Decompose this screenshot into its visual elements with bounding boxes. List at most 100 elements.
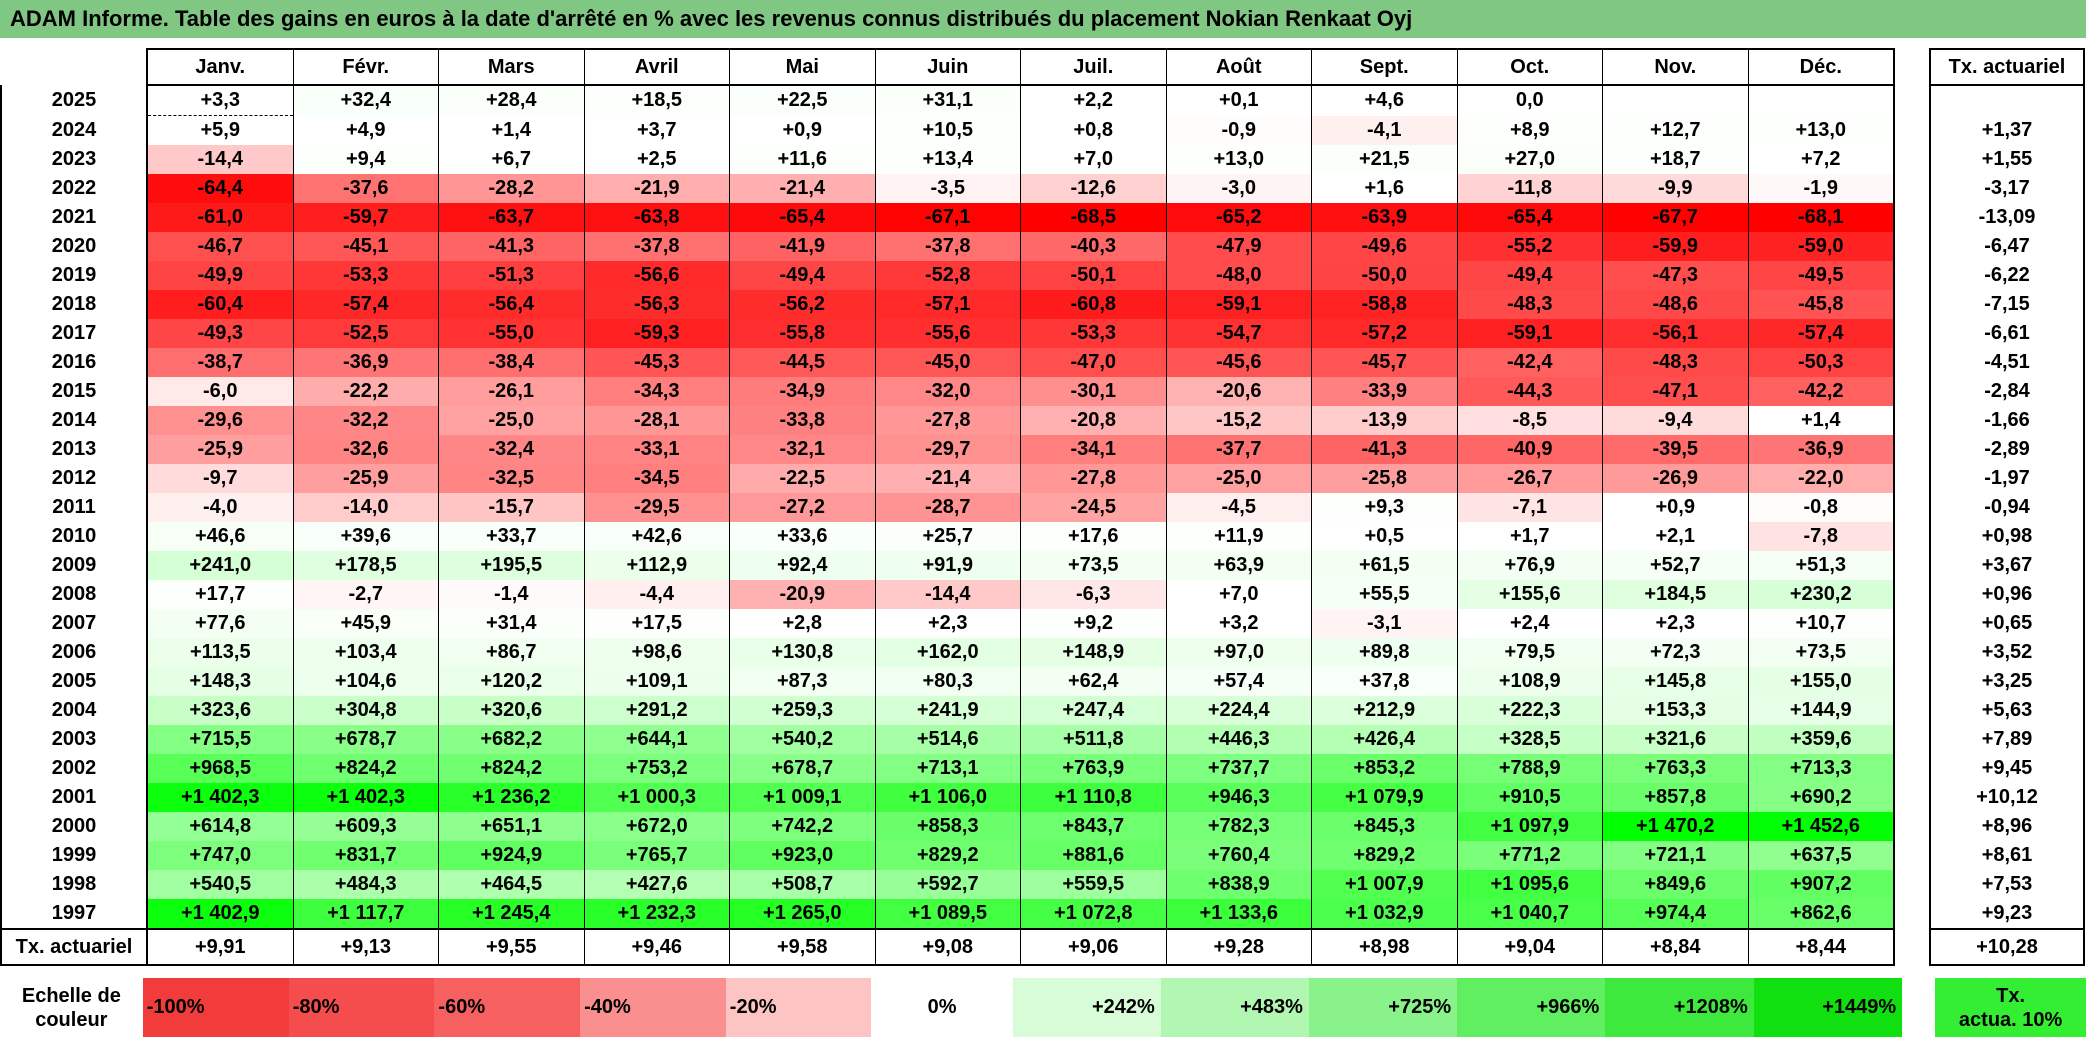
table-row: 2000 +614,8 +609,3 +651,1 +672,0 +742,2 +858,3… bbox=[0, 812, 2085, 841]
table-row: 2024 +5,9 +4,9 +1,4 +3,7 +0,9 +10,5 +0,8 -0,9 -4,… bbox=[0, 115, 2085, 145]
gain-cell: -47,1 bbox=[1602, 377, 1749, 406]
gain-cell: -32,0 bbox=[874, 377, 1021, 406]
gain-cell: -3,1 bbox=[1311, 609, 1458, 638]
gain-cell: -20,8 bbox=[1020, 406, 1167, 435]
rate-cell: -13,09 bbox=[1929, 203, 2085, 232]
gain-cell: -47,3 bbox=[1602, 261, 1749, 290]
gain-cell: +76,9 bbox=[1456, 551, 1603, 580]
spacer bbox=[1894, 638, 1930, 667]
gain-cell: +92,4 bbox=[729, 551, 876, 580]
gain-cell: +1 452,6 bbox=[1747, 812, 1895, 841]
gain-cell: +33,7 bbox=[438, 522, 585, 551]
gain-cell: -46,7 bbox=[146, 232, 294, 261]
table-row: 1998 +540,5 +484,3 +464,5 +427,6 +508,7 +592,7… bbox=[0, 870, 2085, 899]
gain-cell: -4,4 bbox=[583, 580, 730, 609]
year-label: 2012 bbox=[0, 464, 147, 493]
gain-cell: -57,4 bbox=[1747, 319, 1895, 348]
gain-cell: +62,4 bbox=[1020, 667, 1167, 696]
gain-cell: -14,4 bbox=[146, 145, 294, 174]
gain-cell: -38,7 bbox=[146, 348, 294, 377]
year-label: 2024 bbox=[0, 115, 147, 145]
rate-cell: +10,12 bbox=[1929, 783, 2085, 812]
gain-cell: +923,0 bbox=[729, 841, 876, 870]
gain-cell: +1 402,9 bbox=[146, 899, 294, 930]
rate-cell: -6,61 bbox=[1929, 319, 2085, 348]
gain-cell: +0,9 bbox=[1602, 493, 1749, 522]
gain-cell: -9,7 bbox=[146, 464, 294, 493]
gain-cell: -3,5 bbox=[874, 174, 1021, 203]
month-header: Déc. bbox=[1747, 48, 1895, 86]
gain-cell: +9,2 bbox=[1020, 609, 1167, 638]
gain-cell: -42,2 bbox=[1747, 377, 1895, 406]
month-header: Sept. bbox=[1311, 48, 1458, 86]
gain-cell: -55,6 bbox=[874, 319, 1021, 348]
scale-step: +483% bbox=[1160, 978, 1309, 1037]
gain-cell: +644,1 bbox=[583, 725, 730, 754]
gain-cell: +11,9 bbox=[1165, 522, 1312, 551]
gain-cell: +103,4 bbox=[292, 638, 439, 667]
spacer bbox=[1894, 49, 1930, 85]
year-label: 2001 bbox=[0, 783, 147, 812]
rate-cell: +1,55 bbox=[1929, 145, 2085, 174]
gain-cell: +1 106,0 bbox=[874, 783, 1021, 812]
rate-cell: +3,52 bbox=[1929, 638, 2085, 667]
gain-cell: +79,5 bbox=[1456, 638, 1603, 667]
gain-cell: -56,4 bbox=[438, 290, 585, 319]
gain-cell: -67,7 bbox=[1602, 203, 1749, 232]
gain-cell: -56,2 bbox=[729, 290, 876, 319]
gain-cell: -49,3 bbox=[146, 319, 294, 348]
gain-cell: +320,6 bbox=[438, 696, 585, 725]
gain-cell: +212,9 bbox=[1311, 696, 1458, 725]
gain-cell: +4,9 bbox=[292, 115, 439, 145]
gain-cell: -27,8 bbox=[874, 406, 1021, 435]
month-header: Juil. bbox=[1020, 48, 1167, 86]
gain-cell: +1 097,9 bbox=[1456, 812, 1603, 841]
gain-cell: +824,2 bbox=[292, 754, 439, 783]
gain-cell: -63,7 bbox=[438, 203, 585, 232]
gain-cell: +148,3 bbox=[146, 667, 294, 696]
spacer bbox=[1894, 812, 1930, 841]
gain-cell: +1 236,2 bbox=[438, 783, 585, 812]
gain-cell: -57,1 bbox=[874, 290, 1021, 319]
gain-cell: +484,3 bbox=[292, 870, 439, 899]
table-row: 2002 +968,5 +824,2 +824,2 +753,2 +678,7 +713,1… bbox=[0, 754, 2085, 783]
gain-cell: +155,6 bbox=[1456, 580, 1603, 609]
gain-cell: +22,5 bbox=[729, 84, 876, 116]
scale-label-line2: couleur bbox=[35, 1008, 108, 1031]
gain-cell: -20,9 bbox=[729, 580, 876, 609]
gain-cell: +742,2 bbox=[729, 812, 876, 841]
gain-cell: +853,2 bbox=[1311, 754, 1458, 783]
header-row: Janv. Févr. Mars Avril Mai Juin Juil. Août Sept.… bbox=[1, 48, 2085, 86]
gain-cell: +788,9 bbox=[1456, 754, 1603, 783]
gain-cell: -22,0 bbox=[1747, 464, 1895, 493]
scale-step: +242% bbox=[1012, 978, 1161, 1037]
rate-cell: -2,89 bbox=[1929, 435, 2085, 464]
rate-cell: -1,97 bbox=[1929, 464, 2085, 493]
table-row: 2019 -49,9 -53,3 -51,3 -56,6 -49,4 -52,8 -50,1-… bbox=[0, 261, 2085, 290]
table-row: 2011 -4,0 -14,0 -15,7 -29,5 -27,2 -28,7 -24,5 -4… bbox=[0, 493, 2085, 522]
gain-cell: -50,3 bbox=[1747, 348, 1895, 377]
gain-cell: -6,0 bbox=[146, 377, 294, 406]
gain-cell: -29,6 bbox=[146, 406, 294, 435]
gain-cell: -40,3 bbox=[1020, 232, 1167, 261]
gain-cell: +148,9 bbox=[1020, 638, 1167, 667]
month-header: Oct. bbox=[1456, 48, 1603, 86]
gain-cell: -47,9 bbox=[1165, 232, 1312, 261]
year-label: 2016 bbox=[0, 348, 147, 377]
gain-cell: -30,1 bbox=[1020, 377, 1167, 406]
gain-cell: +2,4 bbox=[1456, 609, 1603, 638]
table-row: 2015 -6,0 -22,2 -26,1 -34,3 -34,9 -32,0 -30,1 -2… bbox=[0, 377, 2085, 406]
table-row: 2023 -14,4 +9,4 +6,7 +2,5 +11,6 +13,4 +7,0 +13,0… bbox=[0, 145, 2085, 174]
gain-cell: +2,5 bbox=[583, 145, 730, 174]
gain-cell: -28,2 bbox=[438, 174, 585, 203]
table-row: 2010 +46,6 +39,6 +33,7 +42,6 +33,6 +25,7 +17,6 +… bbox=[0, 522, 2085, 551]
gain-cell: +765,7 bbox=[583, 841, 730, 870]
actuarial-cell: +9,13 bbox=[292, 928, 439, 966]
gain-cell: +63,9 bbox=[1165, 551, 1312, 580]
gain-cell: +829,2 bbox=[874, 841, 1021, 870]
year-label: 2017 bbox=[0, 319, 147, 348]
gain-cell: +1 110,8 bbox=[1020, 783, 1167, 812]
gain-cell: +80,3 bbox=[874, 667, 1021, 696]
gain-cell: +1 000,3 bbox=[583, 783, 730, 812]
rate-cell bbox=[1929, 84, 2085, 116]
